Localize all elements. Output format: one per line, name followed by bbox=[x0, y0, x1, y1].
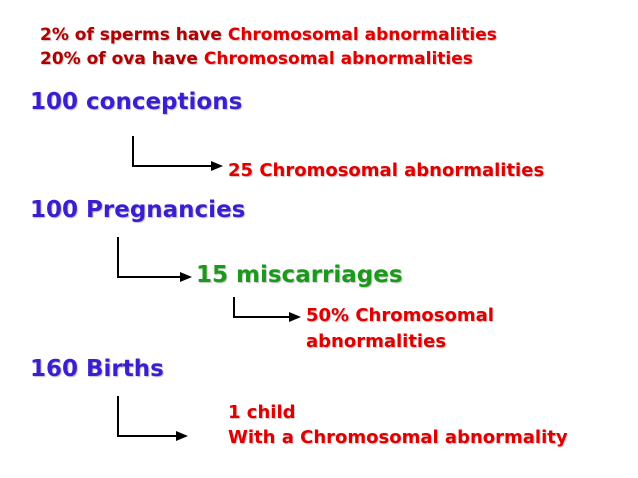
pregnancies-label: 100 Pregnancies bbox=[30, 197, 246, 223]
pregnancies-arrow-icon bbox=[117, 237, 192, 282]
header-line-2-prefix: 20% of ova have bbox=[40, 49, 204, 69]
births-result-line-1: 1 child bbox=[228, 402, 296, 423]
births-result-line-2: With a Chromosomal abnormality bbox=[228, 427, 568, 448]
births-label: 160 Births bbox=[30, 356, 164, 382]
header-line-1-prefix: 2% of sperms have bbox=[40, 25, 228, 45]
miscarriages-result-line-2: abnormalities bbox=[306, 331, 447, 352]
miscarriages-result-line-1: 50% Chromosomal bbox=[306, 305, 494, 326]
miscarriages-arrow-icon bbox=[233, 297, 301, 322]
conceptions-result: 25 Chromosomal abnormalities bbox=[228, 160, 545, 181]
header-line-2: 20% of ova have Chromosomal abnormalitie… bbox=[40, 49, 473, 69]
header-line-1-suffix: Chromosomal abnormalities bbox=[227, 25, 497, 45]
conceptions-label: 100 conceptions bbox=[30, 89, 243, 115]
header-line-2-suffix: Chromosomal abnormalities bbox=[203, 49, 473, 69]
births-arrow-icon bbox=[117, 396, 188, 441]
conceptions-arrow-icon bbox=[132, 136, 223, 171]
header-line-1: 2% of sperms have Chromosomal abnormalit… bbox=[40, 25, 497, 45]
miscarriages-label: 15 miscarriages bbox=[196, 262, 403, 288]
